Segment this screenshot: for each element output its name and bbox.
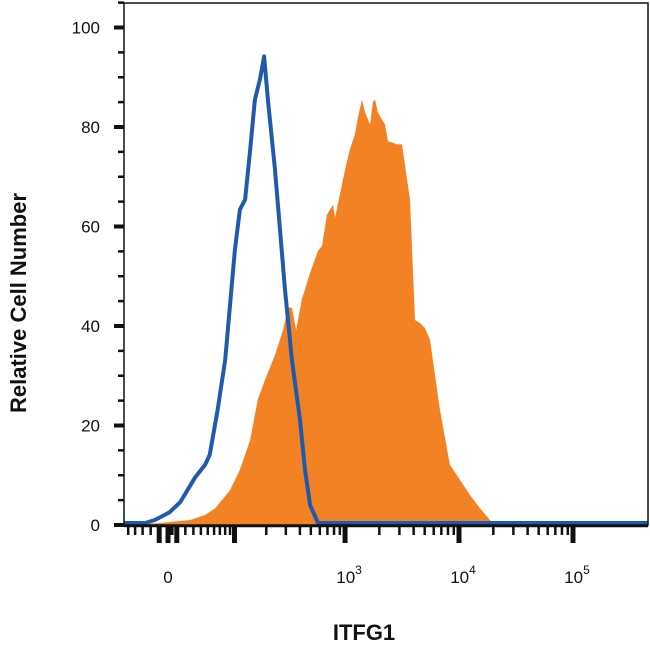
x-axis: 0 103 104 105	[124, 524, 648, 587]
y-tick-label: 0	[91, 516, 100, 535]
x-tick-exponent: 4	[469, 563, 476, 577]
y-tick-label: 80	[81, 118, 100, 137]
control-histogram-outline	[123, 54, 648, 525]
x-tick-label: 0	[163, 568, 172, 587]
x-tick-label: 104	[450, 563, 476, 587]
x-tick-base: 0	[163, 568, 172, 587]
x-tick-exponent: 3	[355, 563, 362, 577]
y-axis-title: Relative Cell Number	[6, 193, 31, 414]
x-tick-base: 10	[450, 568, 469, 587]
x-tick-base: 10	[336, 568, 355, 587]
y-tick-label: 20	[81, 417, 100, 436]
series-layer	[123, 54, 648, 525]
x-tick-exponent: 5	[583, 563, 590, 577]
y-tick-label: 40	[81, 317, 100, 336]
x-tick-label: 103	[336, 563, 362, 587]
y-axis: 0 20 40 60 80 100	[72, 1, 124, 535]
sample-histogram-fill	[123, 99, 648, 525]
x-tick-label: 105	[564, 563, 590, 587]
x-axis-title: ITFG1	[333, 620, 395, 645]
y-tick-label: 100	[72, 19, 100, 38]
x-tick-base: 10	[564, 568, 583, 587]
y-tick-label: 60	[81, 218, 100, 237]
